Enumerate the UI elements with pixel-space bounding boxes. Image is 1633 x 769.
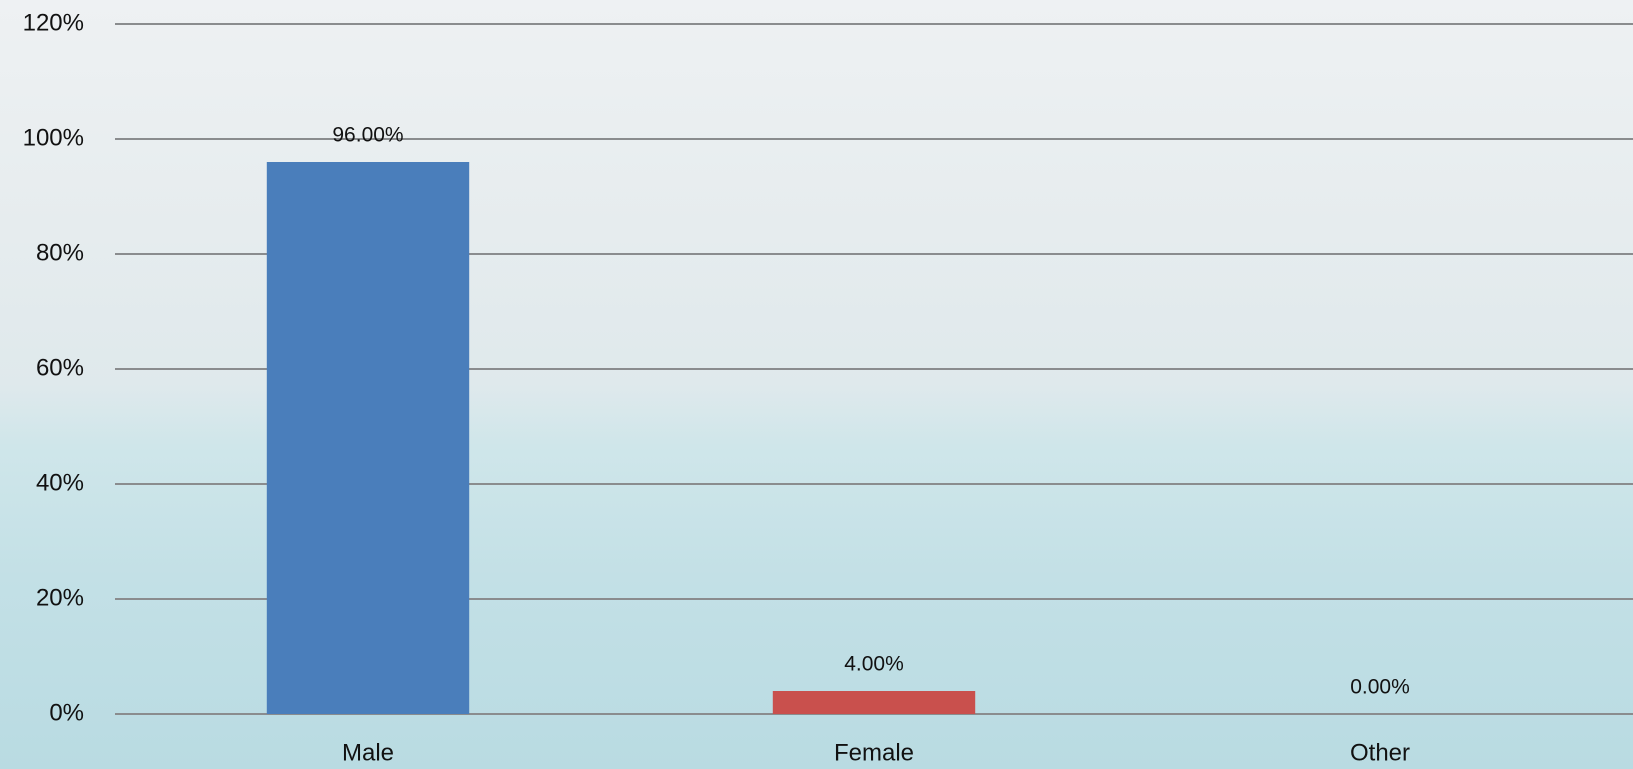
y-tick-label: 100% <box>23 124 84 151</box>
x-tick-label: Female <box>834 739 914 766</box>
x-tick-label: Other <box>1350 739 1410 766</box>
y-tick-label: 120% <box>23 9 84 36</box>
data-label: 4.00% <box>844 653 904 676</box>
bar <box>266 162 470 714</box>
y-tick-label: 20% <box>36 584 84 611</box>
y-tick-label: 40% <box>36 469 84 496</box>
y-tick-label: 60% <box>36 354 84 381</box>
bar <box>772 691 976 714</box>
data-label: 96.00% <box>332 124 403 147</box>
data-label: 0.00% <box>1350 676 1410 699</box>
y-tick-label: 80% <box>36 239 84 266</box>
y-tick-label: 0% <box>49 699 84 726</box>
x-tick-label: Male <box>342 739 394 766</box>
